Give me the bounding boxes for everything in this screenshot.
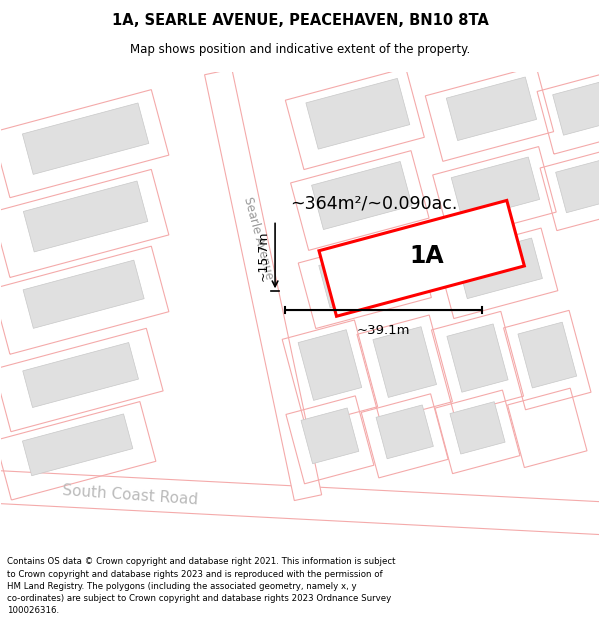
Polygon shape [518,322,577,388]
Polygon shape [205,69,322,501]
Polygon shape [319,201,524,316]
Text: ~39.1m: ~39.1m [357,324,410,337]
Polygon shape [0,470,600,536]
Text: Contains OS data © Crown copyright and database right 2021. This information is : Contains OS data © Crown copyright and d… [7,558,396,615]
Polygon shape [22,103,149,174]
Polygon shape [23,181,148,252]
Polygon shape [373,327,437,398]
Polygon shape [311,161,412,229]
Polygon shape [446,77,536,141]
Polygon shape [23,342,139,408]
Polygon shape [457,238,542,299]
Polygon shape [306,78,410,149]
Polygon shape [298,330,362,401]
Polygon shape [447,324,508,392]
Polygon shape [556,161,600,212]
Text: Map shows position and indicative extent of the property.: Map shows position and indicative extent… [130,43,470,56]
Polygon shape [553,82,600,135]
Polygon shape [451,157,539,220]
Polygon shape [450,402,505,454]
Text: ~364m²/~0.090ac.: ~364m²/~0.090ac. [290,194,457,213]
Polygon shape [376,405,433,459]
Polygon shape [23,260,144,328]
Text: 1A: 1A [409,244,444,268]
Text: ~15.7m: ~15.7m [257,231,270,281]
Polygon shape [319,242,415,308]
Polygon shape [301,408,359,464]
Polygon shape [22,414,133,476]
Text: Searle Avenue: Searle Avenue [241,196,275,281]
Text: South Coast Road: South Coast Road [62,484,199,508]
Text: 1A, SEARLE AVENUE, PEACEHAVEN, BN10 8TA: 1A, SEARLE AVENUE, PEACEHAVEN, BN10 8TA [112,13,488,28]
